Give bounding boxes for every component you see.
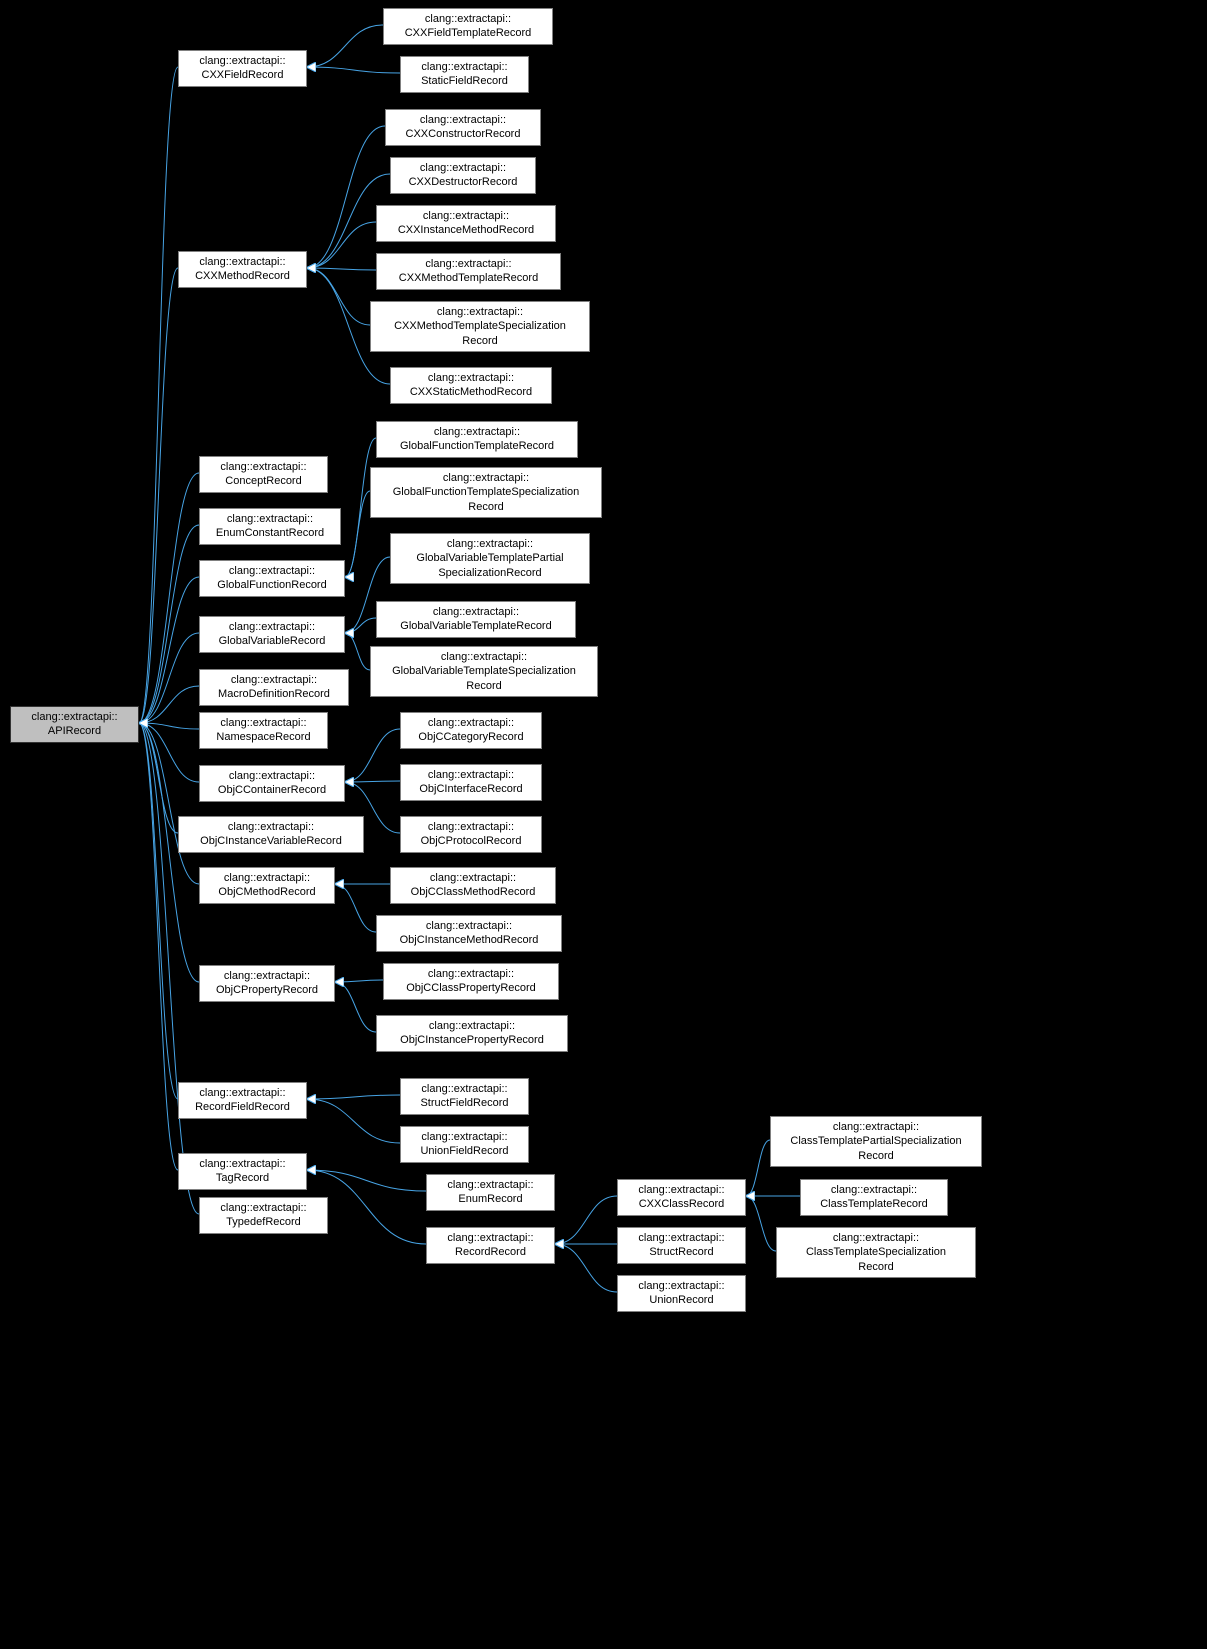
- edge-GlobalFunctionRecord-to-root: [139, 577, 199, 723]
- node-CXXMethodTemplateSpecializationRecord[interactable]: clang::extractapi:: CXXMethodTemplateSpe…: [370, 301, 590, 352]
- edge-RecordFieldRecord-to-root: [139, 723, 178, 1099]
- node-root[interactable]: clang::extractapi:: APIRecord: [10, 706, 139, 743]
- edge-EnumRecord-to-TagRecord: [307, 1170, 426, 1191]
- edge-ObjCCategoryRecord-to-ObjCContainerRecord: [345, 729, 400, 782]
- node-ObjCInstanceVariableRecord[interactable]: clang::extractapi:: ObjCInstanceVariable…: [178, 816, 364, 853]
- node-StaticFieldRecord[interactable]: clang::extractapi:: StaticFieldRecord: [400, 56, 529, 93]
- edge-ObjCInstanceVariableRecord-to-root: [139, 723, 178, 833]
- node-ObjCCategoryRecord[interactable]: clang::extractapi:: ObjCCategoryRecord: [400, 712, 542, 749]
- node-CXXConstructorRecord[interactable]: clang::extractapi:: CXXConstructorRecord: [385, 109, 541, 146]
- node-TagRecord[interactable]: clang::extractapi:: TagRecord: [178, 1153, 307, 1190]
- node-TypedefRecord[interactable]: clang::extractapi:: TypedefRecord: [199, 1197, 328, 1234]
- edge-GlobalVariableTemplateRecord-to-GlobalVariableRecord: [345, 618, 376, 633]
- node-ClassTemplateSpecializationRecord[interactable]: clang::extractapi:: ClassTemplateSpecial…: [776, 1227, 976, 1278]
- node-ClassTemplatePartialSpecializationRecord[interactable]: clang::extractapi:: ClassTemplatePartial…: [770, 1116, 982, 1167]
- node-ObjCContainerRecord[interactable]: clang::extractapi:: ObjCContainerRecord: [199, 765, 345, 802]
- edge-CXXClassRecord-to-RecordRecord: [555, 1196, 617, 1244]
- edge-ObjCInterfaceRecord-to-ObjCContainerRecord: [345, 781, 400, 782]
- node-GlobalFunctionRecord[interactable]: clang::extractapi:: GlobalFunctionRecord: [199, 560, 345, 597]
- edge-GlobalVariableRecord-to-root: [139, 633, 199, 723]
- node-MacroDefinitionRecord[interactable]: clang::extractapi:: MacroDefinitionRecor…: [199, 669, 349, 706]
- node-ObjCInterfaceRecord[interactable]: clang::extractapi:: ObjCInterfaceRecord: [400, 764, 542, 801]
- node-EnumRecord[interactable]: clang::extractapi:: EnumRecord: [426, 1174, 555, 1211]
- edge-ObjCClassPropertyRecord-to-ObjCPropertyRecord: [335, 980, 383, 982]
- node-ObjCProtocolRecord[interactable]: clang::extractapi:: ObjCProtocolRecord: [400, 816, 542, 853]
- node-UnionRecord[interactable]: clang::extractapi:: UnionRecord: [617, 1275, 746, 1312]
- edge-CXXFieldTemplateRecord-to-CXXFieldRecord: [307, 25, 383, 67]
- node-ObjCClassMethodRecord[interactable]: clang::extractapi:: ObjCClassMethodRecor…: [390, 867, 556, 904]
- node-CXXInstanceMethodRecord[interactable]: clang::extractapi:: CXXInstanceMethodRec…: [376, 205, 556, 242]
- node-ObjCMethodRecord[interactable]: clang::extractapi:: ObjCMethodRecord: [199, 867, 335, 904]
- edge-CXXFieldRecord-to-root: [139, 67, 178, 723]
- node-ObjCPropertyRecord[interactable]: clang::extractapi:: ObjCPropertyRecord: [199, 965, 335, 1002]
- node-CXXClassRecord[interactable]: clang::extractapi:: CXXClassRecord: [617, 1179, 746, 1216]
- node-GlobalVariableTemplateRecord[interactable]: clang::extractapi:: GlobalVariableTempla…: [376, 601, 576, 638]
- edge-TypedefRecord-to-root: [139, 723, 199, 1214]
- node-ObjCInstanceMethodRecord[interactable]: clang::extractapi:: ObjCInstanceMethodRe…: [376, 915, 562, 952]
- node-ClassTemplateRecord[interactable]: clang::extractapi:: ClassTemplateRecord: [800, 1179, 948, 1216]
- edge-CXXConstructorRecord-to-CXXMethodRecord: [307, 126, 385, 268]
- edge-ClassTemplateSpecializationRecord-to-CXXClassRecord: [746, 1196, 776, 1251]
- edge-ObjCMethodRecord-to-root: [139, 723, 199, 884]
- node-EnumConstantRecord[interactable]: clang::extractapi:: EnumConstantRecord: [199, 508, 341, 545]
- node-CXXFieldTemplateRecord[interactable]: clang::extractapi:: CXXFieldTemplateReco…: [383, 8, 553, 45]
- node-ObjCClassPropertyRecord[interactable]: clang::extractapi:: ObjCClassPropertyRec…: [383, 963, 559, 1000]
- node-CXXMethodRecord[interactable]: clang::extractapi:: CXXMethodRecord: [178, 251, 307, 288]
- node-GlobalVariableRecord[interactable]: clang::extractapi:: GlobalVariableRecord: [199, 616, 345, 653]
- node-ObjCInstancePropertyRecord[interactable]: clang::extractapi:: ObjCInstanceProperty…: [376, 1015, 568, 1052]
- edge-CXXMethodTemplateSpecializationRecord-to-CXXMethodRecord: [307, 268, 370, 325]
- edge-EnumConstantRecord-to-root: [139, 525, 199, 723]
- node-ConceptRecord[interactable]: clang::extractapi:: ConceptRecord: [199, 456, 328, 493]
- node-GlobalVariableTemplatePartialSpecializationRecord[interactable]: clang::extractapi:: GlobalVariableTempla…: [390, 533, 590, 584]
- node-UnionFieldRecord[interactable]: clang::extractapi:: UnionFieldRecord: [400, 1126, 529, 1163]
- edge-ClassTemplatePartialSpecializationRecord-to-CXXClassRecord: [746, 1140, 770, 1196]
- node-CXXFieldRecord[interactable]: clang::extractapi:: CXXFieldRecord: [178, 50, 307, 87]
- edge-ObjCInstancePropertyRecord-to-ObjCPropertyRecord: [335, 982, 376, 1032]
- edge-UnionRecord-to-RecordRecord: [555, 1244, 617, 1292]
- edge-ConceptRecord-to-root: [139, 473, 199, 723]
- edge-UnionFieldRecord-to-RecordFieldRecord: [307, 1099, 400, 1143]
- edge-CXXMethodRecord-to-root: [139, 268, 178, 723]
- node-RecordRecord[interactable]: clang::extractapi:: RecordRecord: [426, 1227, 555, 1264]
- edge-CXXInstanceMethodRecord-to-CXXMethodRecord: [307, 222, 376, 268]
- node-StructFieldRecord[interactable]: clang::extractapi:: StructFieldRecord: [400, 1078, 529, 1115]
- node-CXXMethodTemplateRecord[interactable]: clang::extractapi:: CXXMethodTemplateRec…: [376, 253, 561, 290]
- edge-NamespaceRecord-to-root: [139, 723, 199, 729]
- edge-GlobalVariableTemplateSpecializationRecord-to-GlobalVariableRecord: [345, 633, 370, 670]
- edge-ObjCInstanceMethodRecord-to-ObjCMethodRecord: [335, 884, 376, 932]
- edge-ObjCContainerRecord-to-root: [139, 723, 199, 782]
- edge-StaticFieldRecord-to-CXXFieldRecord: [307, 67, 400, 73]
- node-StructRecord[interactable]: clang::extractapi:: StructRecord: [617, 1227, 746, 1264]
- edge-CXXMethodTemplateRecord-to-CXXMethodRecord: [307, 268, 376, 270]
- node-CXXStaticMethodRecord[interactable]: clang::extractapi:: CXXStaticMethodRecor…: [390, 367, 552, 404]
- edge-GlobalFunctionTemplateSpecializationRecord-to-GlobalFunctionRecord: [345, 491, 370, 577]
- node-GlobalFunctionTemplateSpecializationRecord[interactable]: clang::extractapi:: GlobalFunctionTempla…: [370, 467, 602, 518]
- edge-TagRecord-to-root: [139, 723, 178, 1170]
- node-GlobalVariableTemplateSpecializationRecord[interactable]: clang::extractapi:: GlobalVariableTempla…: [370, 646, 598, 697]
- node-GlobalFunctionTemplateRecord[interactable]: clang::extractapi:: GlobalFunctionTempla…: [376, 421, 578, 458]
- node-CXXDestructorRecord[interactable]: clang::extractapi:: CXXDestructorRecord: [390, 157, 536, 194]
- node-RecordFieldRecord[interactable]: clang::extractapi:: RecordFieldRecord: [178, 1082, 307, 1119]
- edge-MacroDefinitionRecord-to-root: [139, 686, 199, 723]
- edge-StructFieldRecord-to-RecordFieldRecord: [307, 1095, 400, 1099]
- node-NamespaceRecord[interactable]: clang::extractapi:: NamespaceRecord: [199, 712, 328, 749]
